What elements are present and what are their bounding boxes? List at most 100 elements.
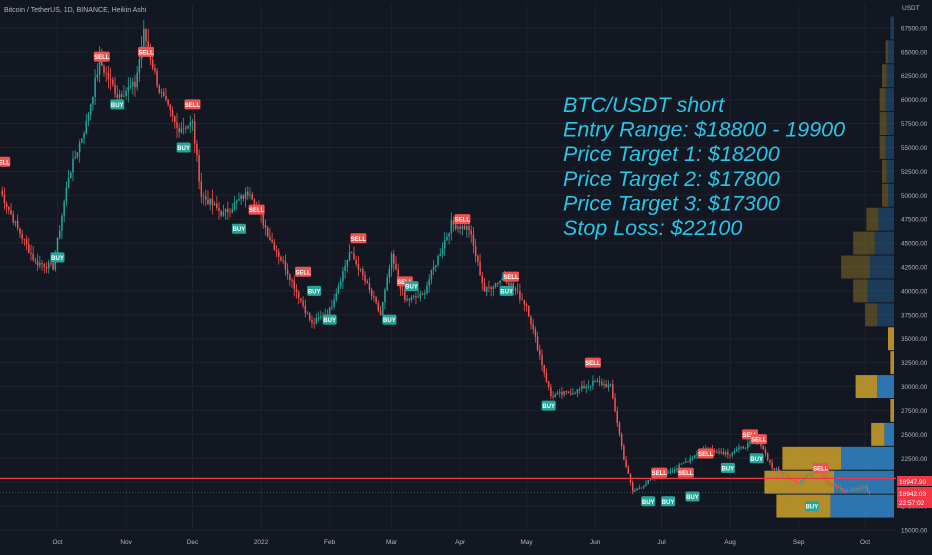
candle-body: [468, 226, 470, 231]
candle-body: [589, 385, 592, 387]
buy-signal-badge: [322, 314, 337, 325]
volume-bar-blue: [886, 159, 894, 183]
candle-body: [492, 286, 495, 290]
candle-body: [848, 490, 851, 492]
x-tick-label: May: [520, 539, 533, 546]
time-axis[interactable]: Oct Nov Dec 2022 Feb Mar Apr May Jun Jul Aug Sep Oct: [52, 539, 870, 546]
candle-body: [158, 85, 161, 93]
candle-body: [485, 286, 488, 292]
sell-signal-badge: [295, 266, 312, 277]
candle-body: [764, 449, 767, 454]
candle-body: [302, 300, 304, 306]
annotation-line-4: Price Target 2: $17800: [563, 167, 780, 191]
buy-signal-badge: [176, 142, 191, 153]
axis-currency-label: USDT: [902, 5, 920, 12]
candle-body: [744, 447, 747, 449]
volume-profile: [764, 16, 894, 518]
volume-bar-blue: [877, 303, 894, 327]
volume-bar-blue: [877, 375, 894, 398]
candle-body: [295, 289, 298, 292]
buy-signal-label: BUY: [308, 289, 321, 295]
y-tick-label: 15000.00: [901, 528, 928, 535]
candle-body: [231, 209, 234, 213]
candle-body: [565, 391, 568, 393]
sell-signal-label: SELL: [678, 471, 694, 477]
x-tick-label: Dec: [187, 539, 199, 546]
candle-body: [289, 274, 291, 281]
candle-body: [52, 262, 54, 270]
candle-body: [673, 469, 676, 472]
grid-lines: [0, 4, 896, 531]
buy-signal-label: BUY: [686, 495, 699, 501]
buy-signal-label: BUY: [51, 256, 64, 262]
volume-bar-gold: [776, 494, 831, 518]
candle-body: [379, 310, 382, 315]
candle-body: [724, 452, 727, 455]
candle-body: [384, 289, 386, 302]
candle-body: [534, 328, 537, 337]
candle-body: [200, 181, 203, 197]
candle-body: [251, 194, 253, 200]
candle-body: [435, 265, 437, 267]
candle-body: [474, 245, 477, 257]
y-tick-label: 52500.00: [901, 169, 928, 176]
candle-body: [308, 313, 311, 320]
candle-body: [196, 143, 198, 156]
candle-body: [802, 478, 804, 481]
candle-body: [828, 483, 831, 485]
candle-body: [742, 446, 745, 449]
sell-signal-label: SELL: [138, 50, 154, 56]
candle-body: [771, 462, 773, 469]
candle-body: [242, 195, 245, 199]
candle-body: [430, 270, 433, 280]
buy-signal-badge: [382, 314, 397, 325]
candle-body: [375, 297, 377, 303]
candle-body: [50, 262, 52, 264]
candle-body: [109, 79, 112, 80]
buy-signal-badge: [499, 285, 514, 296]
volume-bar-blue: [885, 136, 894, 159]
volume-bar-gold: [853, 279, 868, 303]
candle-body: [417, 297, 419, 299]
candle-body: [696, 454, 698, 456]
candle-body: [45, 266, 48, 269]
candle-body: [353, 253, 355, 260]
sell-signal-label: SELL: [585, 361, 601, 367]
candle-body: [185, 127, 187, 129]
volume-bar-gold: [882, 183, 888, 207]
x-tick-label: Apr: [455, 539, 466, 546]
candle-body: [222, 211, 225, 216]
candle-body: [337, 285, 340, 294]
candle-body: [543, 365, 546, 374]
candle-body: [592, 380, 594, 386]
volume-bar-gold: [871, 422, 885, 446]
volume-bar-blue: [884, 422, 894, 446]
sell-signal-badge: [138, 46, 155, 57]
candle-body: [127, 86, 130, 91]
candle-body: [775, 468, 778, 470]
candle-body: [191, 121, 194, 123]
x-tick-label: Aug: [724, 539, 736, 546]
candle-body: [180, 128, 183, 133]
buy-signal-badge: [685, 491, 700, 502]
buy-signal-badge: [749, 453, 764, 464]
candle-body: [41, 262, 43, 265]
candle-body: [550, 386, 552, 397]
candle-body: [112, 79, 114, 85]
candle-body: [269, 236, 271, 241]
annotation-line-6: Stop Loss: $22100: [563, 216, 742, 240]
candle-body: [780, 471, 782, 474]
volume-bar-gold: [879, 88, 886, 112]
candle-body: [680, 463, 683, 465]
candle-body: [716, 452, 718, 454]
sell-signal-badge: [350, 233, 367, 244]
candle-body: [240, 195, 242, 200]
candle-body: [187, 125, 189, 129]
sell-signal-badge: [0, 156, 11, 167]
candle-body: [563, 391, 565, 395]
candle-body: [570, 393, 572, 395]
candle-body: [519, 291, 521, 300]
candle-body: [837, 487, 840, 489]
